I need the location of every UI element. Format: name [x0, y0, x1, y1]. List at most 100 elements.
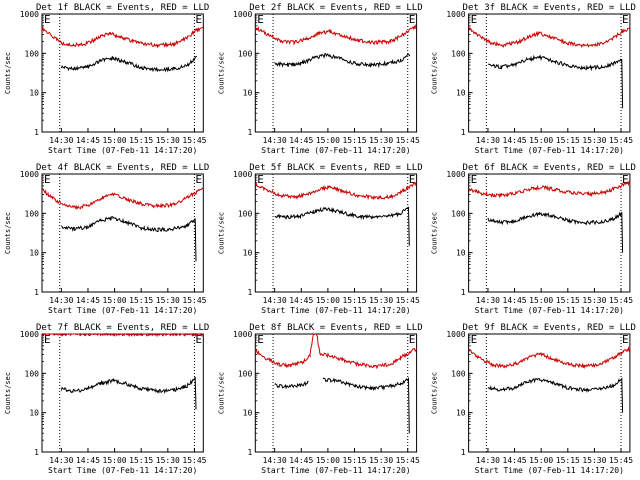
- panel-title: Det 1f BLACK = Events, RED = LLD: [36, 3, 209, 13]
- x-tick-label: 14:30: [263, 456, 287, 465]
- y-tick-label: 1000: [20, 170, 39, 179]
- x-axis-label: Start Time (07-Feb-11 14:17:20): [48, 306, 197, 315]
- y-tick-label: 10: [243, 409, 253, 418]
- lld-series-line: [254, 333, 418, 370]
- y-tick-label: 100: [451, 49, 466, 58]
- detector-panel: Det 7f BLACK = Events, RED = LLD 1 10 100 10…: [4, 323, 209, 475]
- x-axis-label: Start Time (07-Feb-11 14:17:20): [475, 466, 624, 475]
- x-tick-label: 15:00: [529, 296, 553, 305]
- panel-title: Det 9f BLACK = Events, RED = LLD: [463, 323, 636, 333]
- plot-frame: [468, 13, 631, 133]
- events-series-line: [487, 376, 624, 413]
- y-tick-label: 100: [25, 209, 40, 218]
- flag-label: E: [471, 173, 478, 186]
- x-tick-label: 15:00: [103, 296, 127, 305]
- flag-label: E: [409, 13, 416, 26]
- y-tick-label: 100: [238, 369, 253, 378]
- y-tick-label: 10: [456, 409, 466, 418]
- y-tick-label: 100: [238, 209, 253, 218]
- detector-panel: Det 9f BLACK = Events, RED = LLD 1 10 100 10…: [431, 323, 636, 475]
- x-axis-label: Start Time (07-Feb-11 14:17:20): [261, 146, 410, 155]
- lld-series-line: [255, 181, 418, 201]
- y-axis-label: Counts/sec: [217, 52, 225, 94]
- y-tick-label: 1: [247, 288, 252, 297]
- x-tick-label: 15:00: [529, 456, 553, 465]
- x-tick-label: 14:45: [76, 136, 100, 145]
- y-tick-label: 1: [34, 448, 39, 457]
- plot-frame: [41, 173, 204, 293]
- detector-panel: Det 4f BLACK = Events, RED = LLD 1 10 100 10…: [4, 163, 209, 315]
- plot-frame: [254, 173, 418, 293]
- x-tick-label: 14:30: [49, 136, 73, 145]
- x-tick-label: 14:30: [49, 296, 73, 305]
- panel-title: Det 4f BLACK = Events, RED = LLD: [36, 163, 209, 173]
- y-tick-label: 1000: [20, 330, 39, 339]
- y-tick-label: 10: [456, 89, 466, 98]
- x-axis-label: Start Time (07-Feb-11 14:17:20): [48, 466, 197, 475]
- plot-frame: [254, 333, 418, 453]
- x-tick-label: 15:15: [556, 136, 580, 145]
- x-axis-label: Start Time (07-Feb-11 14:17:20): [48, 146, 197, 155]
- y-tick-label: 1000: [20, 10, 39, 19]
- x-tick-label: 14:45: [289, 456, 313, 465]
- x-tick-label: 15:45: [609, 296, 633, 305]
- x-axis-label: Start Time (07-Feb-11 14:17:20): [475, 146, 624, 155]
- x-tick-label: 15:30: [156, 456, 180, 465]
- x-axis-label: Start Time (07-Feb-11 14:17:20): [261, 466, 410, 475]
- x-tick-label: 15:15: [556, 296, 580, 305]
- panel-title: Det 6f BLACK = Events, RED = LLD: [463, 163, 636, 173]
- x-tick-label: 14:45: [289, 136, 313, 145]
- flag-label: E: [195, 333, 202, 346]
- panel-title: Det 8f BLACK = Events, RED = LLD: [249, 323, 422, 333]
- y-axis-label: Counts/sec: [4, 212, 12, 254]
- flag-label: E: [195, 173, 202, 186]
- flag-label: E: [257, 173, 264, 186]
- x-tick-label: 15:15: [342, 136, 366, 145]
- y-tick-label: 1: [247, 128, 252, 137]
- detector-panel: Det 1f BLACK = Events, RED = LLD 1 10 100 10…: [4, 3, 209, 155]
- x-tick-label: 15:30: [369, 456, 393, 465]
- events-series-line: [60, 376, 197, 410]
- x-tick-label: 14:45: [503, 296, 527, 305]
- x-tick-label: 15:30: [582, 456, 606, 465]
- y-tick-label: 10: [29, 409, 39, 418]
- y-axis-label: Counts/sec: [431, 212, 439, 254]
- lld-series-line: [254, 24, 418, 46]
- y-tick-label: 1000: [233, 10, 252, 19]
- lld-series-line: [41, 332, 204, 338]
- lld-series-line: [468, 180, 631, 199]
- y-tick-label: 10: [243, 89, 253, 98]
- x-tick-label: 15:30: [582, 136, 606, 145]
- panel-title: Det 2f BLACK = Events, RED = LLD: [249, 3, 422, 13]
- y-axis-label: Counts/sec: [4, 372, 12, 414]
- y-axis-label: Counts/sec: [4, 52, 12, 94]
- panel-title: Det 7f BLACK = Events, RED = LLD: [36, 323, 209, 333]
- x-tick-label: 15:00: [103, 136, 127, 145]
- detector-panel: Det 2f BLACK = Events, RED = LLD 1 10 100 10…: [217, 3, 422, 155]
- y-tick-label: 100: [451, 209, 466, 218]
- x-tick-label: 14:30: [49, 456, 73, 465]
- y-tick-label: 1000: [233, 330, 252, 339]
- detector-panel: Det 5f BLACK = Events, RED = LLD 1 10 100 10…: [217, 163, 422, 315]
- events-series-line: [487, 211, 624, 253]
- x-tick-label: 15:15: [129, 296, 153, 305]
- flag-label: E: [471, 333, 478, 346]
- x-tick-label: 15:15: [342, 296, 366, 305]
- x-tick-label: 15:15: [129, 136, 153, 145]
- x-axis-label: Start Time (07-Feb-11 14:17:20): [475, 306, 624, 315]
- flag-label: E: [409, 333, 416, 346]
- flag-label: E: [622, 13, 629, 26]
- y-tick-label: 1000: [233, 170, 252, 179]
- y-tick-label: 1: [461, 288, 466, 297]
- y-tick-label: 1000: [446, 10, 465, 19]
- plot-frame: [468, 173, 631, 293]
- x-tick-label: 15:00: [316, 456, 340, 465]
- x-tick-label: 15:00: [316, 136, 340, 145]
- events-series-line: [274, 380, 309, 390]
- x-tick-label: 15:45: [609, 136, 633, 145]
- y-tick-label: 100: [25, 49, 40, 58]
- flag-label: E: [471, 13, 478, 26]
- x-tick-label: 14:45: [503, 456, 527, 465]
- events-series-line: [274, 206, 410, 246]
- flag-label: E: [622, 173, 629, 186]
